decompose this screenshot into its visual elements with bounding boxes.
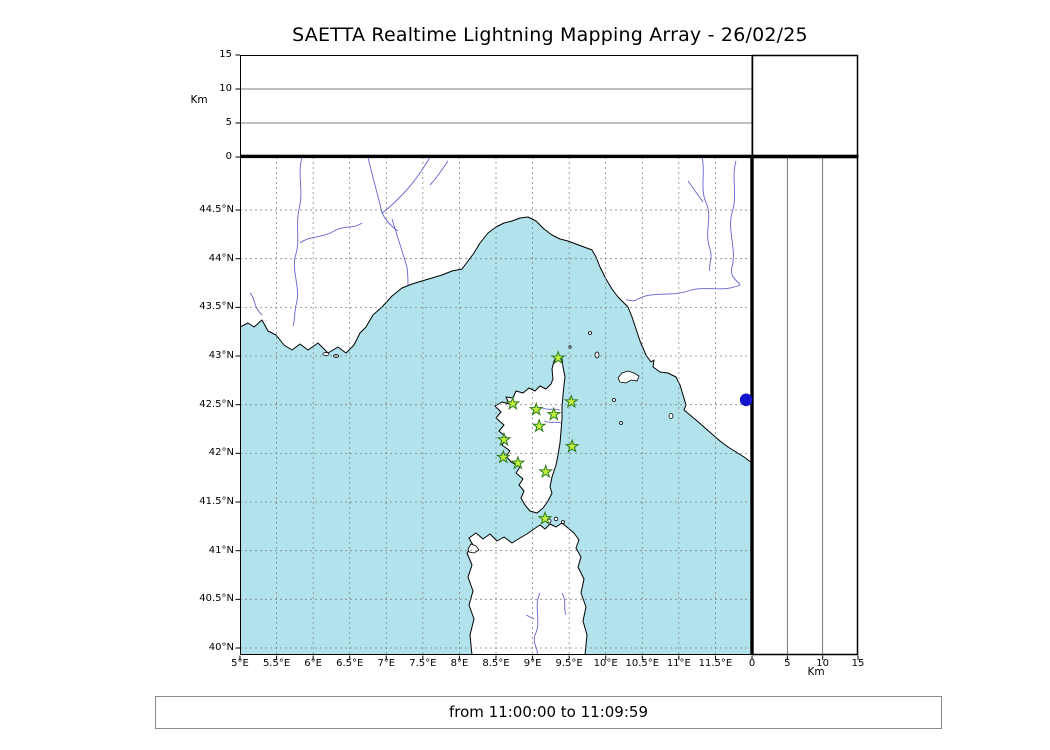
lat-tick-label: 40.5°N	[199, 593, 234, 605]
alt-tick-label: 5	[225, 117, 232, 128]
island-capraia	[594, 351, 600, 359]
island-montecristo	[619, 421, 623, 425]
lon-tick-label: 10.5°E	[625, 658, 660, 669]
lat-tick-label: 40°N	[208, 641, 234, 653]
lon-tick-label: 8°E	[450, 658, 469, 669]
alt-tick-label-right: 0	[748, 658, 756, 669]
lon-tick-label: 9°E	[523, 658, 542, 669]
lat-tick-label: 41.5°N	[199, 496, 234, 507]
lat-tick-label: 41°N	[208, 544, 234, 556]
lat-tick-label: 42.5°N	[199, 398, 234, 410]
alt-tick-label-right: 10	[816, 658, 830, 669]
lon-tick-label: 7°E	[377, 658, 396, 669]
lat-tick-label: 44.5°N	[199, 204, 234, 216]
right-altitude-panel	[786, 157, 824, 655]
alt-tick-label: 15	[219, 49, 232, 60]
map-canvas	[240, 157, 752, 655]
top-right-panel	[752, 55, 858, 157]
lon-tick-label: 5.5°E	[262, 658, 291, 669]
island-maddalena-3	[561, 520, 565, 524]
lat-tick-label: 42°N	[208, 447, 234, 459]
page-title: SAETTA Realtime Lightning Mapping Array …	[292, 24, 808, 46]
island-porquerolles	[322, 352, 330, 356]
island-gorgona	[588, 331, 592, 335]
alt-tick-label: 0	[225, 151, 232, 162]
island-maddalena-2	[553, 516, 559, 522]
top-altitude-panel	[240, 88, 752, 124]
lon-tick-label: 11.5°E	[698, 658, 733, 669]
altitude-unit-label-right: Km	[807, 666, 825, 678]
island-pianosa	[612, 398, 616, 402]
lon-tick-label: 7.5°E	[409, 658, 437, 669]
lat-tick-label: 44°N	[208, 252, 234, 264]
lon-tick-label: 10°E	[593, 658, 618, 669]
lat-tick-label: 43.5°N	[199, 301, 234, 313]
alt-tick-label-right: 15	[851, 658, 865, 669]
lon-tick-label: 5°E	[231, 658, 249, 669]
lon-tick-label: 6.5°E	[336, 658, 364, 669]
alt-tick-label-right: 5	[784, 658, 791, 669]
status-bar: from 11:00:00 to 11:09:59	[155, 696, 942, 729]
lon-tick-label: 8.5°E	[482, 658, 510, 669]
lon-tick-label: 6°E	[304, 658, 322, 669]
altitude-unit-label-left: Km	[190, 94, 208, 106]
lon-tick-label: 11°E	[666, 658, 691, 669]
lon-tick-label: 9.5°E	[555, 658, 583, 669]
island-giglio	[668, 413, 674, 419]
alt-tick-label: 10	[219, 83, 232, 94]
lat-tick-label: 43°N	[208, 350, 234, 362]
